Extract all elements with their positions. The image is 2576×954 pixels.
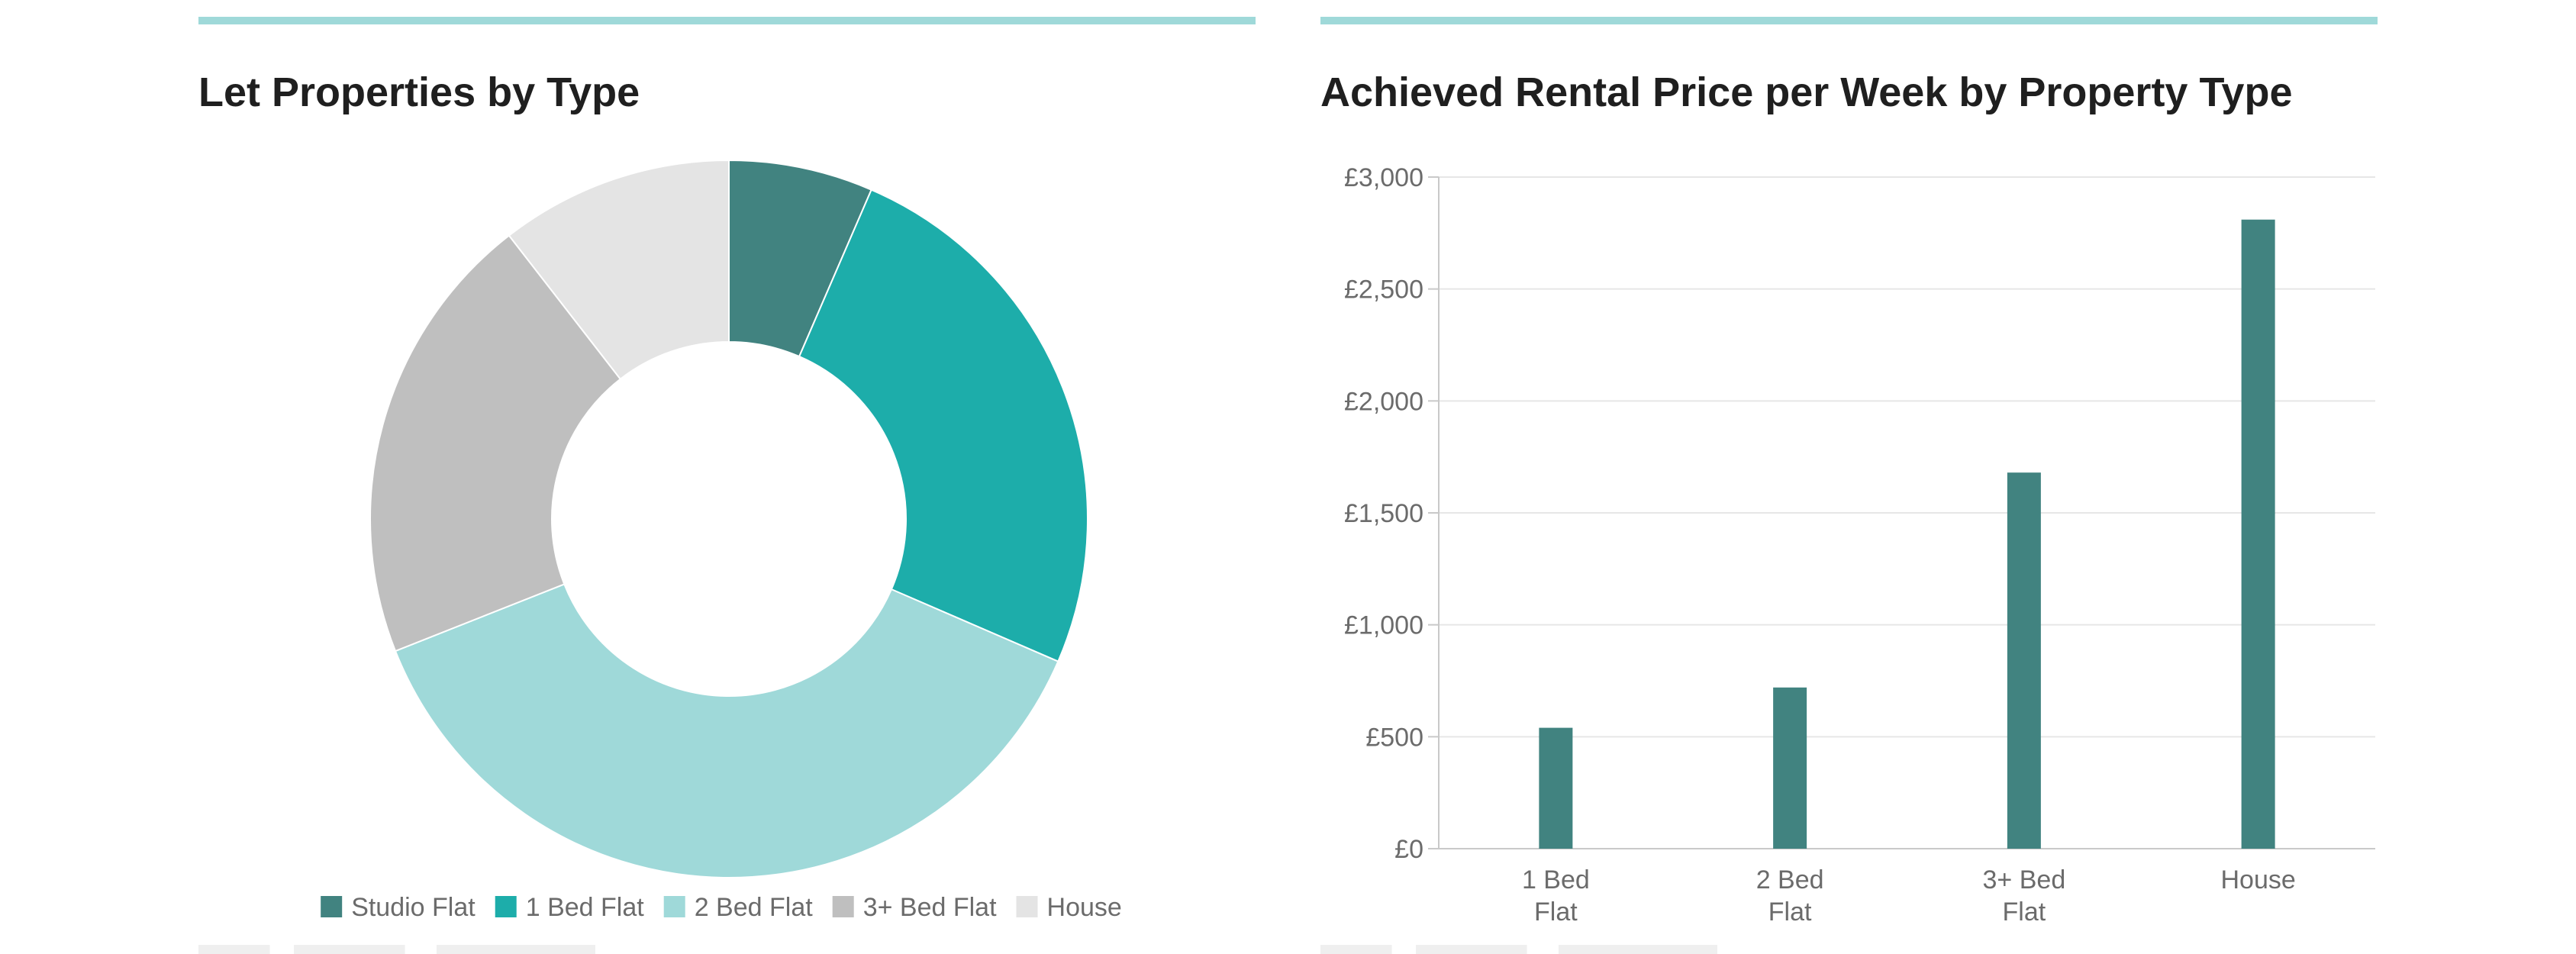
y-tick-label: £2,000 [1344, 387, 1423, 416]
footnote-faded [1320, 945, 1717, 954]
bar [1539, 727, 1573, 849]
bar [2007, 472, 2041, 849]
legend-swatch [321, 896, 343, 917]
x-tick-label: 2 Bed Flat [1756, 865, 1824, 927]
bar [1773, 687, 1807, 849]
legend-item: 3+ Bed Flat [832, 893, 997, 922]
y-tick-label: £3,000 [1344, 163, 1423, 192]
accent-bar [198, 17, 1256, 24]
bar-chart-title: Achieved Rental Price per Week by Proper… [1320, 69, 2293, 115]
legend-item: Studio Flat [321, 893, 476, 922]
donut-slice-house [508, 159, 730, 381]
legend-swatch [663, 896, 685, 917]
legend-swatch [1016, 896, 1038, 917]
donut-slice-2-bed-flat [394, 583, 1059, 878]
legend-label: 2 Bed Flat [695, 893, 814, 922]
legend-swatch [832, 896, 854, 917]
y-tick-label: £0 [1394, 835, 1423, 864]
legend-label: House [1047, 893, 1122, 922]
x-tick-label: 3+ Bed Flat [1983, 865, 2066, 927]
donut-chart-title: Let Properties by Type [198, 69, 640, 115]
y-tick-label: £500 [1365, 723, 1423, 752]
donut-chart-panel: Let Properties by Type Studio Flat 1 Bed … [198, 0, 1256, 954]
accent-bar [1320, 17, 2378, 24]
legend-item: 1 Bed Flat [495, 893, 645, 922]
donut-slice-1-bed-flat [798, 189, 1088, 662]
x-tick-label: 1 Bed Flat [1522, 865, 1590, 927]
legend-label: 1 Bed Flat [526, 893, 645, 922]
legend-label: 3+ Bed Flat [863, 893, 997, 922]
legend-swatch [495, 896, 517, 917]
bar-chart: £0 £500 £1,000 £1,500 £2,000 £2,500 £3,000 1 Be… [1344, 163, 2375, 927]
footnote-faded [198, 945, 595, 954]
bar-chart-panel: Achieved Rental Price per Week by Proper… [1320, 0, 2378, 954]
legend-label: Studio Flat [351, 893, 476, 922]
donut-slice-3-bed-flat [369, 234, 622, 653]
bar [2241, 219, 2275, 849]
legend-item: House [1016, 893, 1122, 922]
y-tick-label: £2,500 [1344, 276, 1423, 305]
y-tick-label: £1,000 [1344, 611, 1423, 640]
donut-chart: Studio Flat 1 Bed Flat 2 Bed Flat 3+ Bed Fl… [321, 159, 1122, 922]
legend-item: 2 Bed Flat [663, 893, 814, 922]
y-tick-label: £1,500 [1344, 499, 1423, 528]
x-tick-label: House [2220, 865, 2295, 894]
